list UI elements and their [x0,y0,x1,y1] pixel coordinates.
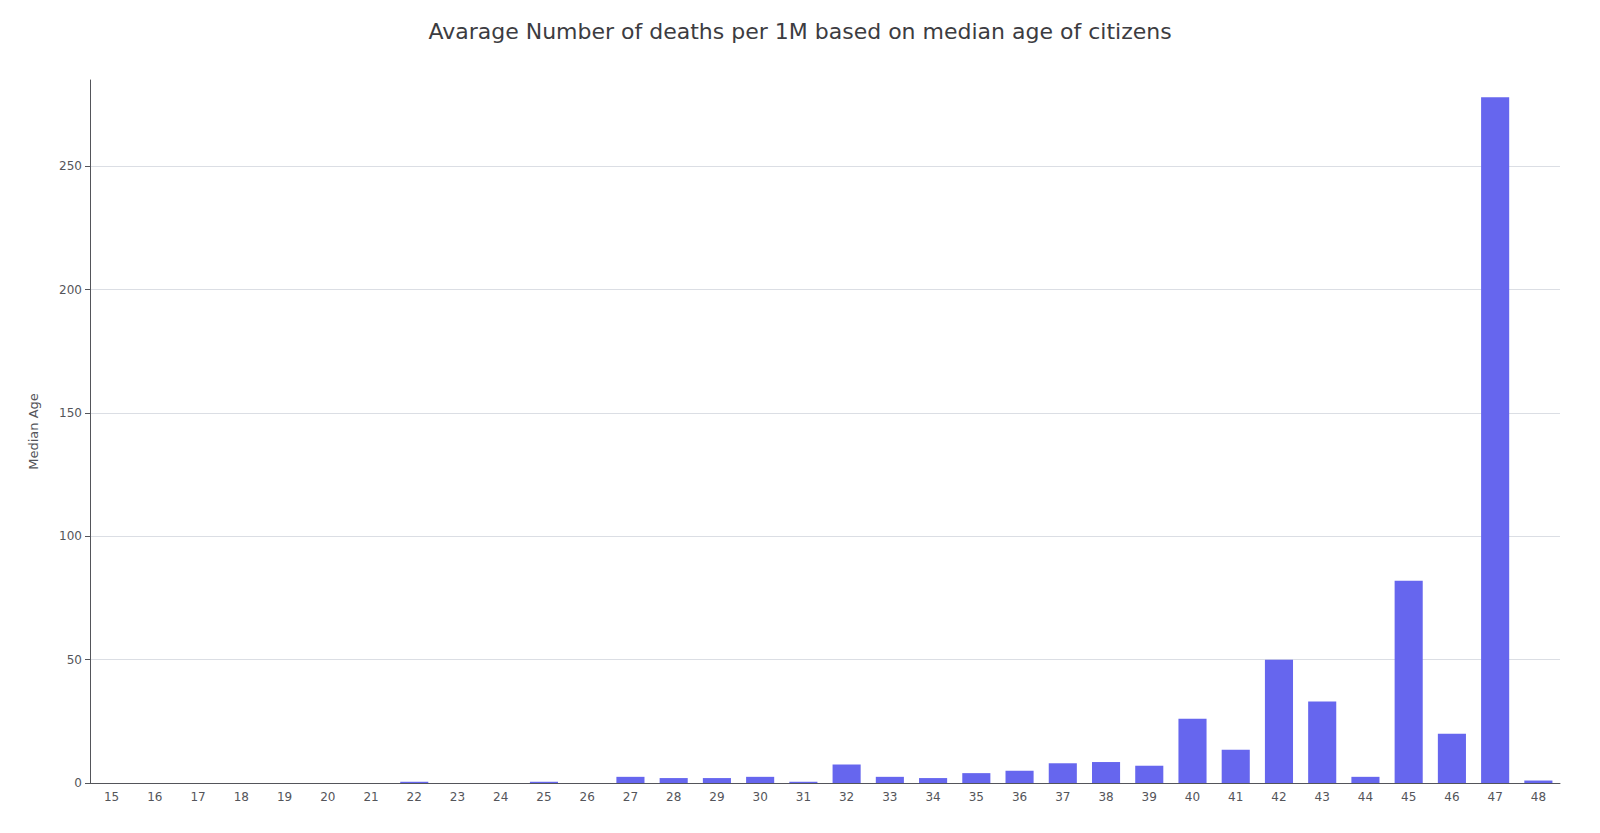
svg-text:36: 36 [1012,790,1027,804]
svg-text:38: 38 [1098,790,1113,804]
svg-text:29: 29 [709,790,724,804]
svg-text:25: 25 [536,790,551,804]
svg-text:48: 48 [1531,790,1546,804]
svg-text:21: 21 [363,790,378,804]
svg-text:41: 41 [1228,790,1243,804]
svg-text:46: 46 [1444,790,1459,804]
svg-text:23: 23 [450,790,465,804]
svg-text:17: 17 [190,790,205,804]
svg-text:16: 16 [147,790,162,804]
svg-text:33: 33 [882,790,897,804]
svg-text:20: 20 [320,790,335,804]
svg-text:150: 150 [59,406,82,420]
svg-text:32: 32 [839,790,854,804]
svg-text:18: 18 [234,790,249,804]
svg-text:15: 15 [104,790,119,804]
svg-text:34: 34 [925,790,940,804]
svg-text:0: 0 [74,776,82,790]
svg-text:250: 250 [59,159,82,173]
svg-text:50: 50 [67,653,82,667]
svg-text:30: 30 [753,790,768,804]
svg-text:27: 27 [623,790,638,804]
svg-text:24: 24 [493,790,508,804]
svg-text:100: 100 [59,529,82,543]
svg-text:22: 22 [407,790,422,804]
svg-text:28: 28 [666,790,681,804]
svg-text:40: 40 [1185,790,1200,804]
svg-text:35: 35 [969,790,984,804]
svg-text:200: 200 [59,283,82,297]
svg-text:Median Age: Median Age [26,393,41,470]
svg-text:43: 43 [1315,790,1330,804]
svg-text:39: 39 [1142,790,1157,804]
svg-text:Avarage Number of deaths per 1: Avarage Number of deaths per 1M based on… [428,19,1171,44]
svg-text:45: 45 [1401,790,1416,804]
svg-text:19: 19 [277,790,292,804]
svg-text:42: 42 [1271,790,1286,804]
svg-text:31: 31 [796,790,811,804]
svg-text:26: 26 [580,790,595,804]
svg-text:47: 47 [1488,790,1503,804]
svg-text:44: 44 [1358,790,1373,804]
svg-text:37: 37 [1055,790,1070,804]
